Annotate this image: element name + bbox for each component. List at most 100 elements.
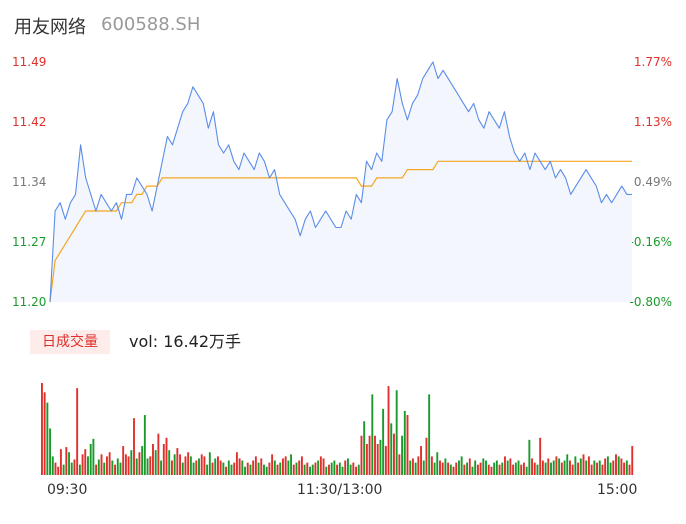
price-axis-label: 11.27 [12,235,47,249]
volume-bar [157,433,160,475]
volume-bar [314,462,317,475]
volume-bar [181,462,184,475]
volume-bar [458,460,460,475]
volume-bar [452,466,455,475]
volume-bar [382,408,385,475]
volume-bar [135,458,138,475]
volume-bar [487,464,490,475]
volume-bar [317,460,320,475]
volume-bar [62,464,65,475]
volume-bar [108,452,111,475]
volume-bar [322,458,325,475]
pct-axis-label: 1.13% [633,115,672,129]
volume-bar [111,460,114,475]
volume-bar [168,450,171,475]
volume-bar [252,460,255,475]
volume-bar [441,462,444,475]
volume-bar [290,454,293,475]
volume-bar [536,464,539,475]
volume-bar [596,462,598,475]
volume-bar [84,449,87,475]
volume-bar [428,394,431,475]
volume-bar [225,466,228,475]
volume-bar [365,443,368,475]
volume-bar [192,462,195,475]
volume-bar [512,464,515,475]
volume-bar [257,462,260,475]
volume-bar [184,456,187,475]
volume-bar [95,464,98,475]
volume-bar [455,462,458,475]
volume-bar [401,435,404,475]
volume-bar [460,456,463,475]
volume-bar [417,456,420,475]
volume-bar [615,454,617,475]
volume-bar [609,462,612,475]
volume-bar [620,458,623,475]
volume-bar [528,439,531,475]
average-price-line [49,160,632,303]
volume-bar [292,464,295,475]
volume-bar [558,458,561,475]
volume-bar [631,446,634,475]
volume-bar [471,466,474,475]
volume-bar [46,402,49,475]
volume-bar [577,462,580,475]
volume-bar [355,466,357,475]
volume-bar [598,460,601,475]
volume-tab[interactable]: 日成交量 [30,330,110,354]
volume-bar [116,458,119,475]
volume-bar [195,460,198,475]
volume-bar [479,462,482,475]
volume-bar [346,458,349,475]
volume-bar [468,458,471,475]
volume-bar [103,462,106,475]
volume-bar [444,458,447,475]
volume-bar [227,460,230,475]
volume-bar [43,392,46,475]
volume-bar [476,464,479,475]
volume-bar [173,454,176,475]
volume-bar [590,464,593,475]
volume-bar [124,454,127,475]
volume-bar [235,452,238,475]
stock-name: 用友网络 [14,17,86,38]
volume-bar [374,435,376,475]
volume-bar [566,454,569,475]
volume-bar [514,462,517,475]
volume-bar [574,456,577,475]
volume-bar [628,464,631,475]
volume-bar [187,452,190,475]
volume-bar [520,464,523,475]
volume-bar [287,460,290,475]
volume-bar [160,460,163,475]
volume-bar [49,428,52,475]
volume-bar [623,462,626,475]
volume-bar [436,452,439,475]
volume-bar [463,464,466,475]
volume-bar [254,456,257,475]
volume-bar [219,460,222,475]
volume-bar [411,458,414,475]
volume-bar [273,460,276,475]
volume-bar [65,447,68,475]
volume-bar [501,462,504,475]
volume-bar [420,446,422,475]
volume-bar [504,456,506,475]
volume-bar [344,460,347,475]
volume-bar [214,458,217,475]
volume-bar [571,464,574,475]
volume-bar [493,462,496,475]
volume-bar [127,456,130,475]
volume-bar [51,456,54,475]
volume-bar [152,443,154,475]
volume-bar [238,458,241,475]
volume-bar [414,462,417,475]
volume-bar [138,452,141,475]
volume-bar [398,454,401,475]
volume-bar [522,462,525,475]
volume-bar [409,460,412,475]
stock-code: 600588.SH [101,14,201,35]
volume-bar [544,462,547,475]
volume-bar [217,456,219,475]
